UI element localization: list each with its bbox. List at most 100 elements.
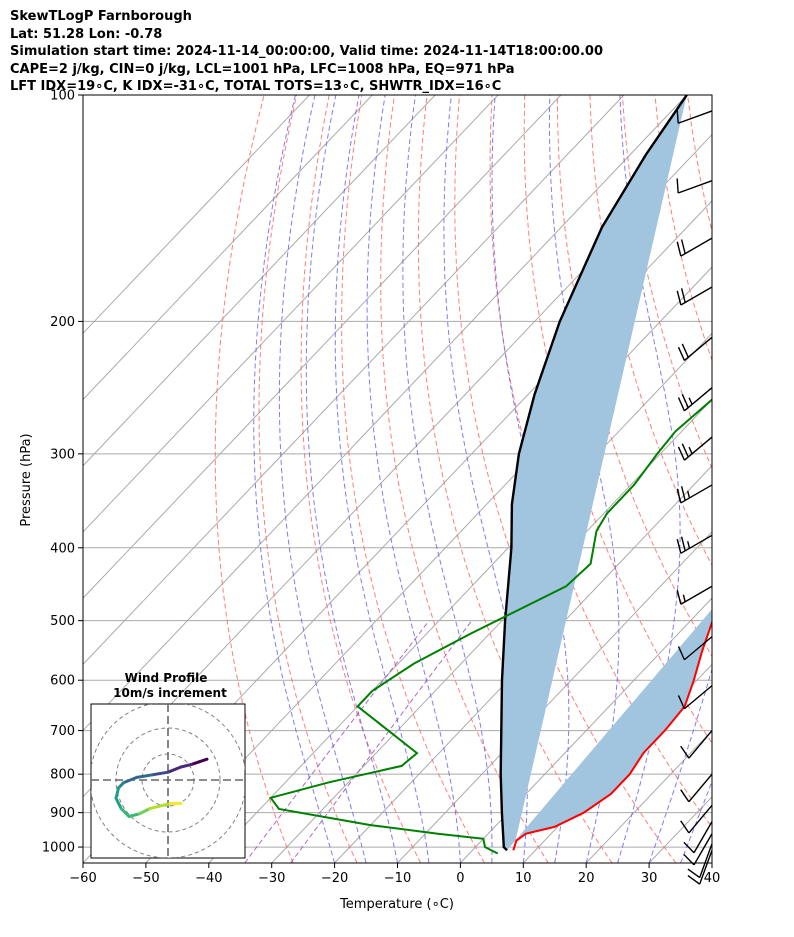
indices-line-2: LFT IDX=19∘C, K IDX=-31∘C, TOTAL TOTS=13… (10, 79, 502, 94)
temperature-line (512, 619, 712, 851)
dry-adiabat (753, 95, 794, 863)
x-tick-label: 0 (456, 871, 464, 886)
x-tick-label: −50 (132, 871, 159, 886)
time-line: Simulation start time: 2024-11-14_00:00:… (10, 44, 603, 59)
wind-barb (676, 484, 713, 504)
wind-barb (676, 585, 713, 605)
y-tick-label: 400 (50, 541, 75, 556)
wind-barb (677, 436, 713, 461)
chart-title: SkewTLogP Farnborough (10, 9, 192, 24)
wind-barb (676, 237, 713, 257)
hodograph-trace-segment (166, 765, 183, 774)
hodograph-plot (91, 704, 245, 858)
dry-adiabat (489, 95, 712, 828)
y-tick-label: 300 (50, 447, 75, 462)
hodograph-trace-segment (158, 801, 173, 808)
y-tick-label: 900 (50, 806, 75, 821)
moist-adiabat (366, 95, 461, 863)
x-tick-label: −40 (195, 871, 222, 886)
moist-adiabat (305, 95, 398, 863)
moist-adiabat (402, 95, 493, 863)
profile-lines (269, 95, 712, 855)
dry-adiabat (454, 95, 677, 863)
dry-adiabat (654, 95, 712, 362)
hodograph-trace-segment (114, 796, 123, 811)
dry-adiabat (341, 95, 485, 863)
hodograph-trace-segment (127, 812, 141, 818)
hodograph-trace-segment (179, 762, 193, 769)
wind-barb (677, 685, 713, 710)
wind-barb (677, 636, 713, 661)
isotherm (334, 465, 712, 863)
y-tick-label: 500 (50, 614, 75, 629)
moist-adiabat (680, 780, 712, 863)
dewpoint-line (269, 398, 712, 855)
x-tick-label: −60 (69, 871, 96, 886)
isotherm (83, 95, 562, 599)
wind-barb (680, 773, 713, 803)
y-tick-label: 700 (50, 724, 75, 739)
hodograph-trace-segment (150, 770, 170, 777)
y-tick-label: 1000 (42, 841, 75, 856)
wind-barb (683, 821, 713, 854)
isotherm (83, 95, 499, 533)
x-axis-label: Temperature (∘C) (339, 897, 454, 912)
x-tick-label: −30 (258, 871, 285, 886)
dry-adiabat (300, 95, 422, 863)
wind-barb (687, 843, 713, 879)
hodograph-title: Wind Profile (125, 671, 208, 685)
location-line: Lat: 51.28 Lon: -0.78 (10, 26, 163, 42)
isotherm (83, 95, 310, 335)
hodograph-trace-segment (135, 773, 154, 779)
dry-adiabat (720, 95, 794, 863)
y-axis-label: Pressure (hPa) (19, 433, 34, 526)
isotherm (460, 597, 712, 863)
hodograph-trace-segment (122, 775, 139, 785)
isotherm (711, 862, 712, 863)
wind-barb (680, 730, 713, 759)
dry-adiabat (589, 95, 712, 567)
moist-adiabat (491, 95, 570, 863)
isotherm (83, 95, 436, 467)
parcel-path-line (499, 95, 688, 852)
wind-barb (680, 804, 713, 834)
moist-adiabat (278, 95, 367, 863)
isotherm (145, 266, 712, 863)
moist-adiabat (253, 95, 336, 863)
wind-barb (683, 833, 713, 866)
mixing-ratio-line (290, 620, 473, 863)
dry-adiabat (785, 95, 794, 863)
hodograph-trace-segment (137, 807, 152, 816)
wind-barb (677, 387, 713, 412)
x-tick-label: −10 (384, 871, 411, 886)
x-tick-label: 20 (578, 871, 595, 886)
dry-adiabat (258, 95, 358, 863)
y-tick-label: 600 (50, 674, 75, 689)
hodograph-subtitle: 10m/s increment (113, 686, 227, 700)
wind-barb (677, 336, 713, 362)
instability-area (500, 95, 712, 851)
dry-adiabat (380, 95, 549, 863)
x-tick-label: −20 (321, 871, 348, 886)
x-tick-label: 40 (704, 871, 721, 886)
y-tick-label: 100 (50, 89, 75, 104)
wind-barb (676, 178, 713, 194)
isotherm (83, 95, 625, 666)
isotherm (83, 95, 373, 401)
moist-adiabat (648, 95, 712, 863)
chart-header: SkewTLogP Farnborough Lat: 51.28 Lon: -0… (10, 8, 603, 96)
y-tick-label: 200 (50, 315, 75, 330)
isotherm (83, 95, 688, 732)
x-tick-label: 30 (641, 871, 658, 886)
indices-line-1: CAPE=2 j/kg, CIN=0 j/kg, LCL=1001 hPa, L… (10, 61, 515, 77)
y-tick-label: 800 (50, 768, 75, 783)
dry-adiabat (214, 95, 294, 863)
wind-barb (676, 108, 713, 124)
moist-adiabat (443, 95, 528, 863)
wind-barb (687, 850, 713, 885)
hodograph-trace-segment (119, 807, 131, 818)
x-tick-label: 10 (515, 871, 532, 886)
wind-barbs (676, 108, 713, 885)
